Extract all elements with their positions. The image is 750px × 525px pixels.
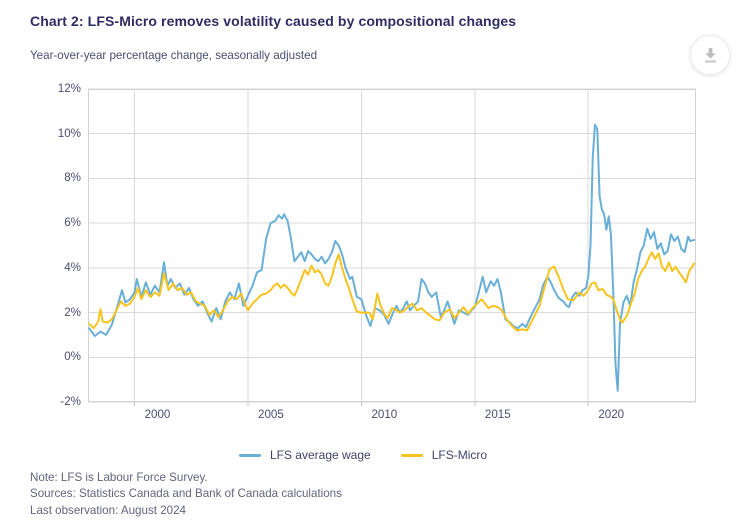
y-axis-tick-label: -2% (60, 395, 81, 408)
y-axis-tick-label: 4% (64, 260, 81, 274)
note-line: Note: LFS is Labour Force Survey. (30, 471, 208, 484)
x-axis-tick-label: 2020 (598, 408, 625, 421)
y-axis-tick-label: 2% (64, 305, 81, 319)
legend-label: LFS-Micro (431, 448, 488, 462)
y-axis-tick-label: 10% (57, 126, 81, 140)
download-icon (704, 47, 716, 63)
x-axis-tick-label: 2005 (258, 408, 284, 421)
x-axis-tick-label: 2015 (484, 408, 511, 421)
series-line-lfs-micro (88, 251, 696, 332)
y-axis-tick-label: 12% (57, 82, 81, 95)
series-line-lfs-average-wage (88, 123, 696, 392)
legend-swatch-blue-line (238, 453, 261, 457)
line-chart-plot (88, 88, 696, 406)
y-axis-tick-label: 8% (64, 171, 81, 185)
x-axis-tick-label: 2000 (144, 408, 171, 421)
x-axis-tick-label: 2010 (371, 408, 398, 421)
chart-legend: LFS average wage LFS-Micro (30, 446, 696, 464)
chart-plot-svg (88, 88, 696, 406)
download-button[interactable] (690, 35, 730, 75)
legend-swatch-yellow-line (400, 453, 423, 457)
legend-item-lfs-micro[interactable]: LFS-Micro (400, 448, 488, 462)
chart-subtitle: Year-over-year percentage change, season… (30, 49, 318, 62)
legend-item-lfs-average-wage[interactable]: LFS average wage (238, 448, 371, 462)
sources-line: Sources: Statistics Canada and Bank of C… (30, 487, 342, 501)
last-observation-line: Last observation: August 2024 (30, 503, 186, 517)
plot-border (88, 89, 696, 402)
legend-label: LFS average wage (269, 448, 371, 462)
chart-title: Chart 2: LFS-Micro removes volatility ca… (30, 13, 517, 29)
chart-notes: Note: LFS is Labour Force Survey. Source… (30, 470, 342, 519)
y-axis-tick-label: 6% (64, 216, 81, 230)
y-axis-tick-label: 0% (64, 350, 81, 364)
